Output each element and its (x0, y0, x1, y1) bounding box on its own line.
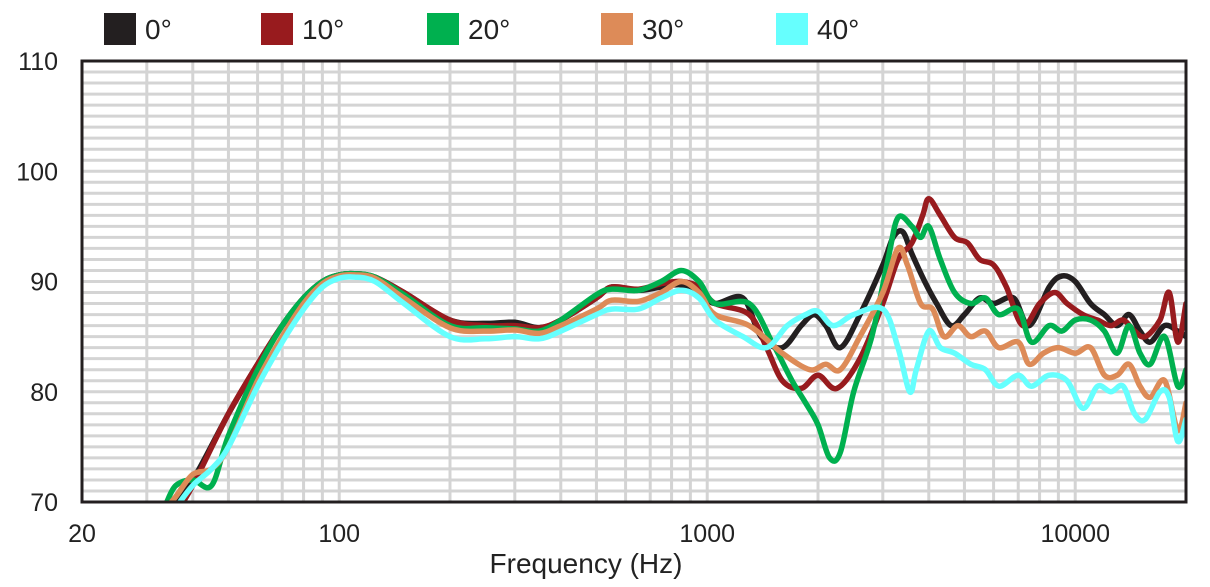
legend-item: 10° (261, 13, 344, 45)
legend-swatch (427, 13, 459, 45)
legend-swatch (776, 13, 808, 45)
legend-label: 30° (642, 14, 684, 45)
y-tick-label: 90 (30, 269, 58, 297)
legend-item: 20° (427, 13, 510, 45)
legend-label: 20° (468, 14, 510, 45)
grid (82, 61, 1186, 502)
y-tick-label: 70 (30, 489, 58, 517)
legend-item: 0° (104, 13, 172, 45)
y-axis: 70 80 90 100 110 (16, 48, 58, 517)
y-tick-label: 80 (30, 379, 58, 407)
legend-item: 40° (776, 13, 859, 45)
y-tick-label: 100 (16, 158, 58, 186)
legend-item: 30° (601, 13, 684, 45)
legend-label: 0° (145, 14, 172, 45)
x-tick-label: 10000 (1040, 520, 1110, 548)
legend-label: 40° (817, 14, 859, 45)
legend-label: 10° (302, 14, 344, 45)
y-tick-label: 110 (18, 48, 58, 76)
series-layer (164, 196, 1186, 502)
x-tick-label: 100 (318, 520, 360, 548)
legend-swatch (261, 13, 293, 45)
series-line-4 (176, 273, 1186, 502)
x-axis: 20 100 1000 10000 (68, 520, 1110, 548)
legend: 0° 10° 20° 30° 40° (104, 13, 859, 45)
x-tick-label: 20 (68, 520, 96, 548)
x-tick-label: 1000 (679, 520, 735, 548)
legend-swatch (601, 13, 633, 45)
x-axis-label: Frequency (Hz) (490, 548, 683, 579)
legend-swatch (104, 13, 136, 45)
plot-frame (80, 59, 1188, 504)
